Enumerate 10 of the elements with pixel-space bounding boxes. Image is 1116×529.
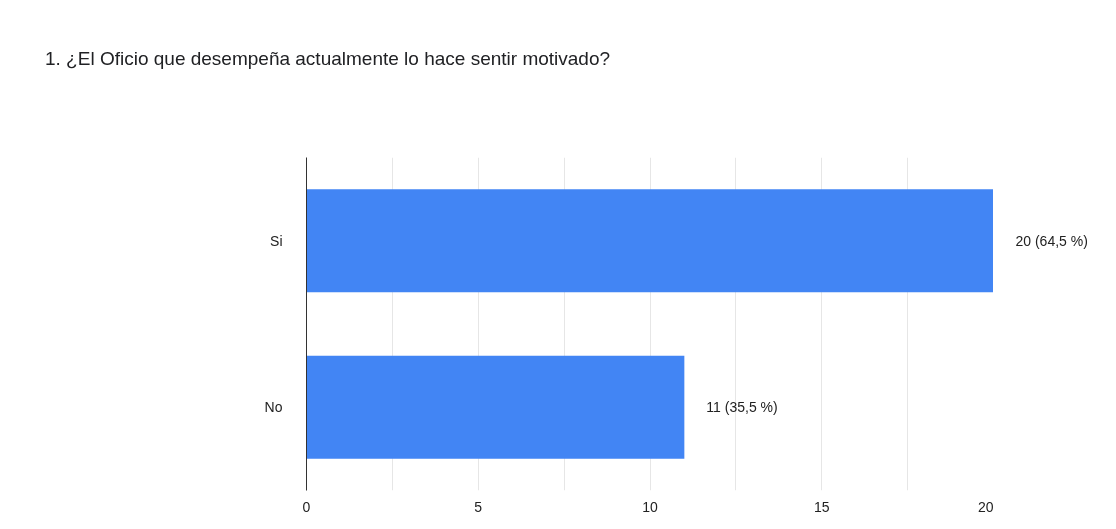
- y-tick-label: Si: [270, 232, 283, 249]
- y-tick-label: No: [264, 399, 283, 416]
- x-tick-label: 15: [813, 498, 830, 515]
- chart-title: 1. ¿El Oficio que desempeña actualmente lo hace sentir motivado?: [45, 47, 611, 71]
- data-label: 11 (35,5 %): [706, 399, 778, 416]
- x-tick-label: 0: [302, 498, 311, 515]
- data-label: 20 (64,5 %): [1015, 232, 1088, 249]
- x-tick-label: 20: [977, 498, 994, 515]
- x-tick-label: 10: [642, 498, 658, 515]
- x-tick-label: 5: [474, 498, 483, 515]
